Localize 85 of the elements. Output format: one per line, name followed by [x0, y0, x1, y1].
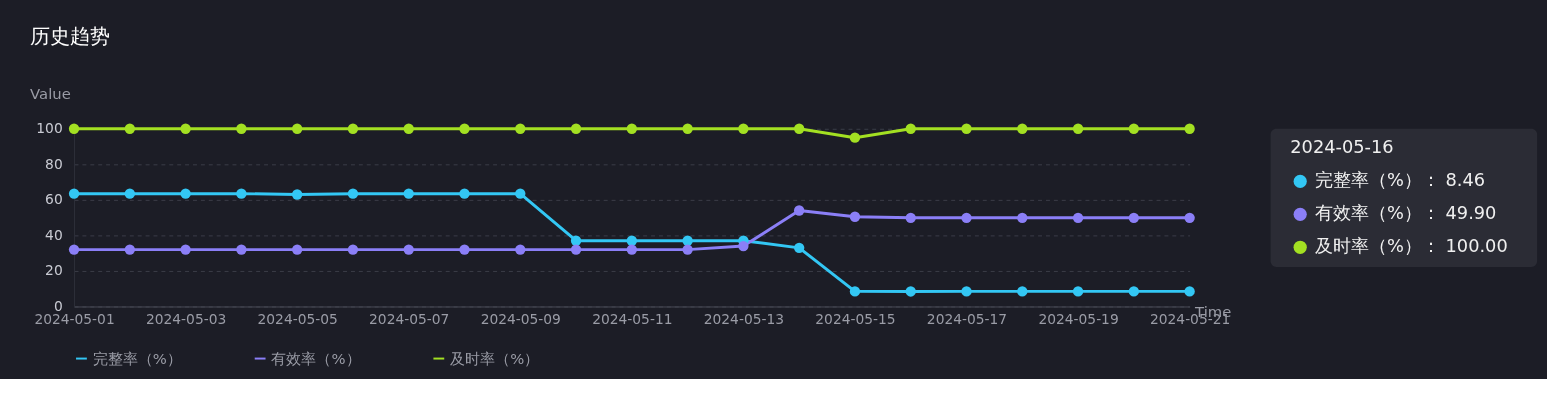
x-tick-label: 2024-05-09: [480, 310, 561, 327]
point: [124, 123, 135, 134]
text: 2024-05-16: [1290, 137, 1394, 158]
x-tick-label: 2024-05-15: [815, 310, 896, 327]
point: [738, 123, 749, 134]
y-tick-label: 40: [45, 226, 63, 243]
text: 有效率（%）： 49.90: [1315, 203, 1497, 224]
point: [236, 188, 247, 199]
point: [124, 244, 135, 255]
point: [291, 123, 303, 134]
x-tick-label: 2024-05-19: [1038, 310, 1119, 327]
point: [403, 188, 414, 199]
legend-label: 完整率（%）: [92, 349, 182, 367]
point: [1072, 212, 1084, 223]
point: [403, 244, 414, 255]
point: [236, 123, 247, 134]
point: [793, 205, 805, 216]
point: [682, 123, 693, 134]
legend-label: 及时率（%）: [450, 349, 540, 367]
point: [905, 212, 916, 223]
point: [626, 244, 638, 255]
point: [68, 123, 80, 134]
point: [347, 244, 359, 255]
point: [1128, 286, 1140, 297]
point: [905, 123, 916, 134]
point: [291, 244, 303, 255]
point: [180, 188, 191, 199]
point: [515, 244, 526, 255]
point: [849, 286, 861, 297]
point: [68, 188, 80, 199]
point: [738, 240, 749, 252]
point: [459, 123, 470, 134]
y-tick-label: 100: [36, 120, 63, 137]
point: [626, 123, 638, 134]
point: [682, 244, 693, 255]
x-tick-label: 2024-05-07: [369, 310, 450, 327]
point: [961, 123, 972, 134]
point: [961, 212, 972, 223]
point: [1184, 286, 1195, 297]
point: [793, 123, 805, 134]
point: [68, 244, 80, 255]
point: [570, 244, 582, 255]
point: [1017, 123, 1028, 134]
x-tick-label: 2024-05-13: [703, 310, 785, 327]
point: [849, 211, 861, 222]
point: [1072, 123, 1084, 134]
chart-title: 历史趋势: [29, 24, 110, 48]
y-tick-label: 80: [45, 155, 63, 172]
point: [793, 242, 805, 254]
point: [1072, 286, 1084, 297]
point: [626, 235, 638, 246]
x-tick-label: 2024-05-03: [145, 310, 227, 327]
point: [180, 244, 191, 255]
point: [124, 188, 135, 199]
y-axis-title: Value: [30, 84, 71, 102]
text: 完整率（%）： 8.46: [1315, 170, 1486, 191]
point: [1184, 212, 1195, 223]
y-tick-label: 20: [45, 262, 63, 279]
point: [403, 123, 414, 134]
point: [180, 123, 191, 134]
legend-label: 有效率（%）: [271, 349, 361, 367]
point: [347, 188, 359, 199]
point: [459, 188, 470, 199]
y-tick-label: 60: [45, 191, 63, 208]
point: [515, 188, 526, 199]
point: [236, 244, 247, 255]
point: [1184, 123, 1195, 134]
point: [1017, 286, 1028, 297]
point: [1017, 212, 1028, 223]
point: [570, 235, 582, 246]
x-tick-label: 2024-05-05: [257, 310, 338, 327]
point: [347, 123, 359, 134]
point: [459, 244, 470, 255]
point: [291, 189, 303, 200]
point: [515, 123, 526, 134]
point: [961, 286, 972, 297]
point: [1128, 123, 1140, 134]
point: [905, 286, 916, 297]
text: 及时率（%）： 100.00: [1315, 236, 1508, 257]
point: [570, 123, 582, 134]
point: [849, 132, 861, 143]
x-tick-label: 2024-05-17: [926, 310, 1008, 327]
point: [682, 235, 693, 246]
point: [1128, 212, 1140, 223]
x-tick-label: 2024-05-11: [592, 310, 673, 327]
